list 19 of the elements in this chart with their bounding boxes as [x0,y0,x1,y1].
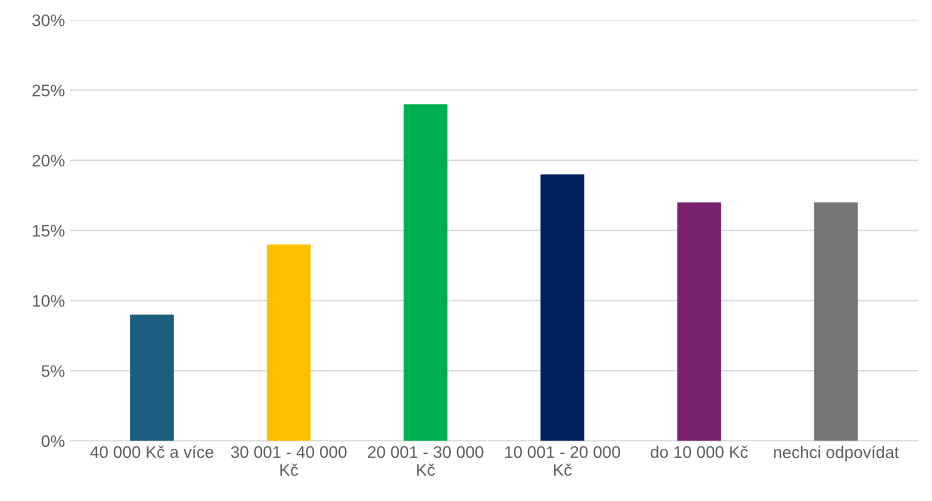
y-tick-label: 0% [42,435,64,448]
bar [130,314,174,441]
x-tick-label: 10 001 - 20 000 Kč [505,446,620,476]
bar [266,244,311,441]
y-tick-label: 5% [42,365,64,377]
x-tick-label: nechci odpovídat [774,446,899,462]
x-tick-label: 30 001 - 40 000 Kč [231,446,347,476]
x-tick-label: do 10 000 Kč [650,446,748,458]
x-tick-label: 40 000 Kč a více [90,446,214,458]
y-tick-label: 30% [32,14,64,26]
bar [814,202,858,441]
x-tick-label: 20 001 - 30 000 Kč [368,446,484,476]
bar [404,104,448,441]
y-tick-label: 25% [32,84,64,96]
bar [540,174,584,441]
y-tick-label: 10% [32,295,64,307]
y-tick-label: 15% [32,224,64,237]
y-tick-label: 20% [32,154,64,167]
bar [677,202,722,441]
